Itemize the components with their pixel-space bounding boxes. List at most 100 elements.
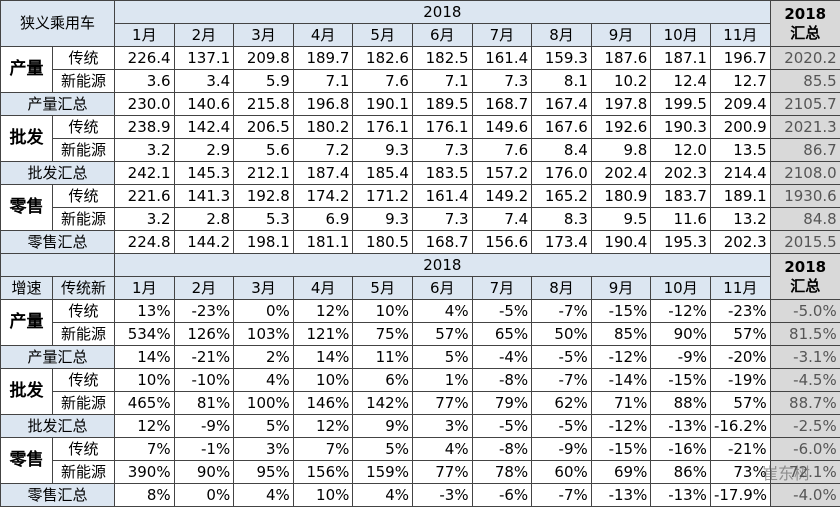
value-cell: -9% (173, 414, 235, 438)
row-label: 传统 (51, 437, 116, 461)
month-header: 10月 (650, 276, 711, 300)
month-header: 11月 (709, 23, 771, 47)
value-cell: -16% (650, 437, 711, 461)
total-cell: 2015.5 (769, 230, 840, 254)
month-header: 9月 (590, 276, 652, 300)
total-cell: 2105.7 (769, 92, 840, 116)
value-cell: -9% (531, 437, 592, 461)
value-cell: 12% (292, 414, 354, 438)
row-label: 传统 (51, 299, 116, 323)
value-cell: 168.7 (411, 230, 473, 254)
value-cell: 4% (411, 437, 473, 461)
table-row: 新能源 465% 81% 100% 146% 142% 77% 79% 62% 71% 88% 57%… (1, 391, 840, 415)
value-cell: 185.4 (352, 161, 413, 185)
value-cell: -21% (709, 437, 771, 461)
table-row: 产量汇总 14% -21% 2% 14% 11% 5% -4% -5% -12% -9% -20% -3… (0, 345, 840, 369)
row-label: 新能源 (51, 207, 116, 231)
summary-header: 2018 汇总 (769, 0, 840, 47)
value-cell: 157.2 (471, 161, 533, 185)
group-label: 产量 (0, 299, 53, 346)
table-row: 1月 2月 3月 4月 5月 6月 7月 8月 9月 10月 11月 (1, 23, 840, 47)
value-cell: 8.4 (531, 138, 592, 162)
total-cell: 88.7% (769, 391, 840, 415)
value-cell: 5.6 (233, 138, 294, 162)
value-cell: 5.9 (233, 69, 294, 93)
value-cell: -3% (411, 483, 473, 507)
table-row: 批发 传统 238.9 142.4 206.5 180.2 176.1 176.1 149.6 1… (0, 115, 840, 162)
value-cell: 176.1 (352, 115, 413, 139)
value-cell: -16.2% (709, 414, 771, 438)
row-label: 新能源 (51, 391, 116, 415)
value-cell: 12% (114, 414, 175, 438)
value-cell: 6% (352, 368, 413, 392)
total-cell: 2021.3 (769, 115, 840, 139)
value-cell: 174.2 (292, 184, 354, 208)
table-row: 狭义乘用车 2018 2018 汇总 (0, 0, 840, 47)
value-cell: -12% (650, 299, 711, 323)
value-cell: 7.3 (411, 207, 473, 231)
month-header: 6月 (411, 23, 473, 47)
row-label: 传统 (51, 184, 116, 208)
value-cell: 2.9 (173, 138, 235, 162)
value-cell: 167.6 (531, 115, 592, 139)
value-cell: 13% (114, 299, 175, 323)
value-cell: 121% (292, 322, 354, 346)
subtotal-label: 批发汇总 (0, 161, 116, 185)
value-cell: 7.3 (411, 138, 473, 162)
value-cell: 171.2 (352, 184, 413, 208)
value-cell: 1% (411, 368, 473, 392)
value-cell: 167.4 (531, 92, 592, 116)
value-cell: 196.8 (292, 92, 354, 116)
value-cell: 190.4 (590, 230, 652, 254)
value-cell: 4% (233, 368, 294, 392)
value-cell: 78% (471, 460, 533, 484)
value-cell: 2% (233, 345, 294, 369)
value-cell: 62% (531, 391, 592, 415)
total-cell: 85.5 (769, 69, 840, 93)
subtotal-label: 产量汇总 (0, 92, 116, 116)
value-cell: 10.2 (590, 69, 652, 93)
value-cell: -4% (471, 345, 533, 369)
blank-cell (0, 253, 116, 277)
value-cell: 7.2 (292, 138, 354, 162)
value-cell: 9.3 (352, 207, 413, 231)
month-header: 7月 (471, 276, 533, 300)
group-label: 零售 (0, 184, 53, 231)
value-cell: 156% (292, 460, 354, 484)
table-row: 2018 2018 汇总 (0, 253, 840, 300)
value-cell: 140.6 (173, 92, 235, 116)
value-cell: -20% (709, 345, 771, 369)
value-cell: 3.2 (114, 207, 175, 231)
row-label: 传统 (51, 46, 116, 70)
value-cell: 149.6 (471, 115, 533, 139)
summary-header-text: 2018 (784, 257, 827, 276)
table-row: 批发汇总 12% -9% 5% 12% 9% 3% -5% -5% -12% -13% -16.2% -… (0, 414, 840, 438)
value-cell: 141.3 (173, 184, 235, 208)
value-cell: 189.1 (709, 184, 771, 208)
value-cell: 90% (650, 322, 711, 346)
value-cell: 230.0 (114, 92, 175, 116)
value-cell: 88% (650, 391, 711, 415)
value-cell: -6% (471, 483, 533, 507)
value-cell: 50% (531, 322, 592, 346)
value-cell: 183.7 (650, 184, 711, 208)
value-cell: 7.1 (411, 69, 473, 93)
value-cell: 196.7 (709, 46, 771, 70)
value-cell: -15% (590, 437, 652, 461)
value-cell: -7% (531, 368, 592, 392)
value-cell: 77% (411, 391, 473, 415)
year-header: 2018 (114, 253, 771, 277)
value-cell: 465% (114, 391, 175, 415)
value-cell: -23% (173, 299, 235, 323)
value-cell: 3.6 (114, 69, 175, 93)
value-cell: -13% (590, 483, 652, 507)
value-cell: 0% (173, 483, 235, 507)
month-header: 7月 (471, 23, 533, 47)
group-label: 零售 (0, 437, 53, 484)
value-cell: 149.2 (471, 184, 533, 208)
value-cell: -13% (650, 414, 711, 438)
total-cell: 81.5% (769, 322, 840, 346)
value-cell: 10% (114, 368, 175, 392)
value-cell: 202.3 (650, 161, 711, 185)
